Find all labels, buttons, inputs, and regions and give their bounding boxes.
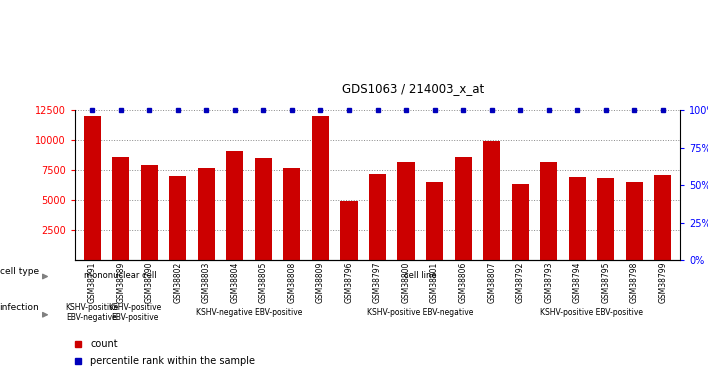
Bar <box>483 141 501 260</box>
Bar <box>312 116 329 260</box>
Text: KSHV-positive
EBV-positive: KSHV-positive EBV-positive <box>108 303 161 322</box>
Text: cell type: cell type <box>0 267 40 276</box>
Bar <box>84 116 101 260</box>
Bar <box>455 157 472 260</box>
Bar <box>540 162 557 260</box>
Bar <box>341 201 358 260</box>
Bar <box>227 151 244 260</box>
Text: infection: infection <box>0 303 40 312</box>
Text: KSHV-positive
EBV-negative: KSHV-positive EBV-negative <box>66 303 119 322</box>
Bar <box>255 158 272 260</box>
Bar <box>397 162 415 260</box>
Bar <box>198 168 215 260</box>
Text: GDS1063 / 214003_x_at: GDS1063 / 214003_x_at <box>342 82 484 95</box>
Text: mononuclear cell: mononuclear cell <box>84 270 157 279</box>
Text: KSHV-positive EBV-negative: KSHV-positive EBV-negative <box>367 308 474 317</box>
Text: percentile rank within the sample: percentile rank within the sample <box>90 356 255 366</box>
Bar <box>169 176 186 260</box>
Text: KSHV-positive EBV-positive: KSHV-positive EBV-positive <box>540 308 643 317</box>
Bar <box>426 182 443 260</box>
Text: count: count <box>90 339 118 349</box>
Bar <box>626 182 643 260</box>
Bar <box>569 177 586 260</box>
Bar <box>654 175 671 260</box>
Bar <box>512 184 529 260</box>
Bar <box>283 168 300 260</box>
Bar <box>598 178 615 260</box>
Bar <box>112 157 130 260</box>
Bar <box>141 165 158 260</box>
Text: KSHV-negative EBV-positive: KSHV-negative EBV-positive <box>196 308 302 317</box>
Text: cell line: cell line <box>404 270 437 279</box>
Bar <box>369 174 386 260</box>
